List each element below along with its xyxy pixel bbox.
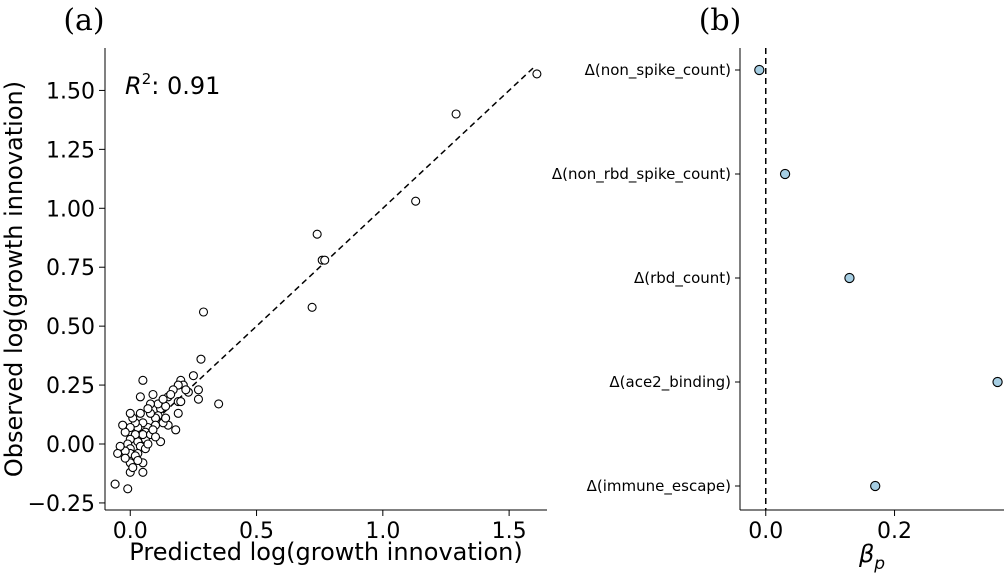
data-point bbox=[196, 354, 206, 364]
b-x-tick-label: 0.2 bbox=[877, 519, 912, 544]
r2-value: : 0.91 bbox=[151, 72, 220, 100]
a-y-tick-label: 0.75 bbox=[46, 256, 95, 281]
data-point bbox=[150, 432, 161, 442]
panel-a-label: (a) bbox=[63, 3, 104, 38]
coefficient-point bbox=[754, 64, 765, 76]
a-x-tick-label: 0.0 bbox=[113, 519, 148, 544]
a-y-tick-label: 0.50 bbox=[46, 315, 95, 340]
r2-superscript: 2 bbox=[142, 70, 152, 88]
coefficient-point bbox=[870, 480, 881, 492]
coefficient-point bbox=[992, 376, 1003, 388]
a-data-points bbox=[110, 69, 542, 494]
category-label: Δ(non_spike_count) bbox=[585, 61, 731, 80]
data-point bbox=[193, 394, 204, 404]
data-point bbox=[320, 255, 330, 265]
data-point bbox=[166, 389, 176, 400]
data-point bbox=[307, 302, 317, 312]
data-point bbox=[198, 307, 209, 317]
b-x-ticks: 0.0 0.2 bbox=[748, 510, 912, 544]
a-y-tick-label: −0.25 bbox=[28, 492, 95, 517]
a-y-tick-label: 0.25 bbox=[46, 374, 95, 399]
data-point bbox=[176, 397, 186, 407]
a-x-tick-label: 0.5 bbox=[239, 519, 274, 544]
category-label: Δ(non_rbd_spike_count) bbox=[552, 165, 731, 184]
b-data-points bbox=[754, 64, 1003, 492]
data-point bbox=[143, 439, 153, 449]
data-point bbox=[158, 394, 168, 404]
data-point bbox=[148, 389, 158, 400]
b-x-axis-symbol: β bbox=[858, 540, 874, 568]
category-label: Δ(ace2_binding) bbox=[609, 373, 731, 392]
b-x-tick-label: 0.0 bbox=[748, 519, 783, 544]
data-point bbox=[173, 408, 183, 418]
a-y-tick-label: 1.00 bbox=[46, 197, 95, 222]
panel-b: (b) 0.0 0.2 Δ(non_spike_count) Δ(non_rbd_s… bbox=[552, 3, 1004, 574]
data-point bbox=[113, 448, 123, 458]
data-point bbox=[312, 229, 322, 239]
data-point bbox=[214, 399, 224, 409]
data-point bbox=[181, 385, 191, 395]
data-point bbox=[451, 109, 461, 119]
panel-a: (a) 0.0 0.5 1.0 1.5 −0.25 0.00 0.25 0.50 0.75 1.… bbox=[0, 3, 547, 566]
b-x-axis-label: βp bbox=[858, 540, 885, 574]
b-x-axis-subscript: p bbox=[873, 554, 885, 574]
a-x-tick-label: 1.0 bbox=[365, 519, 400, 544]
data-point bbox=[411, 196, 421, 206]
data-point bbox=[125, 408, 135, 418]
data-point bbox=[193, 385, 204, 395]
a-y-tick-label: 1.50 bbox=[46, 79, 95, 104]
a-x-ticks: 0.0 0.5 1.0 1.5 bbox=[113, 510, 527, 544]
data-point bbox=[188, 371, 198, 381]
data-point bbox=[120, 453, 130, 463]
data-point bbox=[135, 392, 145, 402]
coefficient-point bbox=[844, 272, 855, 284]
r2-annotation: R2: 0.91 bbox=[125, 70, 220, 100]
data-point bbox=[143, 404, 153, 414]
coefficient-point bbox=[779, 168, 791, 180]
data-point bbox=[138, 467, 148, 477]
a-x-axis-label: Predicted log(growth innovation) bbox=[129, 538, 522, 566]
data-point bbox=[128, 463, 138, 473]
data-point bbox=[133, 455, 143, 466]
data-point bbox=[138, 375, 148, 385]
a-x-tick-label: 1.5 bbox=[492, 519, 527, 544]
data-point bbox=[532, 69, 542, 79]
data-point bbox=[138, 430, 148, 440]
fit-line bbox=[162, 66, 535, 414]
panel-b-label: (b) bbox=[699, 3, 742, 38]
r2-symbol: R bbox=[125, 72, 142, 100]
a-y-tick-label: 0.00 bbox=[46, 433, 95, 458]
data-point bbox=[123, 484, 133, 494]
data-point bbox=[135, 408, 145, 418]
category-label: Δ(rbd_count) bbox=[634, 269, 731, 288]
data-point bbox=[118, 420, 128, 430]
data-point bbox=[171, 425, 181, 435]
category-label: Δ(immune_escape) bbox=[587, 477, 731, 496]
data-point bbox=[161, 413, 171, 423]
a-y-axis-label: Observed log(growth innovation) bbox=[0, 81, 28, 477]
b-category-labels: Δ(non_spike_count) Δ(non_rbd_spike_count)… bbox=[552, 61, 740, 496]
a-y-tick-label: 1.25 bbox=[46, 138, 95, 163]
a-y-ticks: −0.25 0.00 0.25 0.50 0.75 1.00 1.25 1.50 bbox=[28, 79, 105, 517]
data-point bbox=[110, 479, 120, 489]
